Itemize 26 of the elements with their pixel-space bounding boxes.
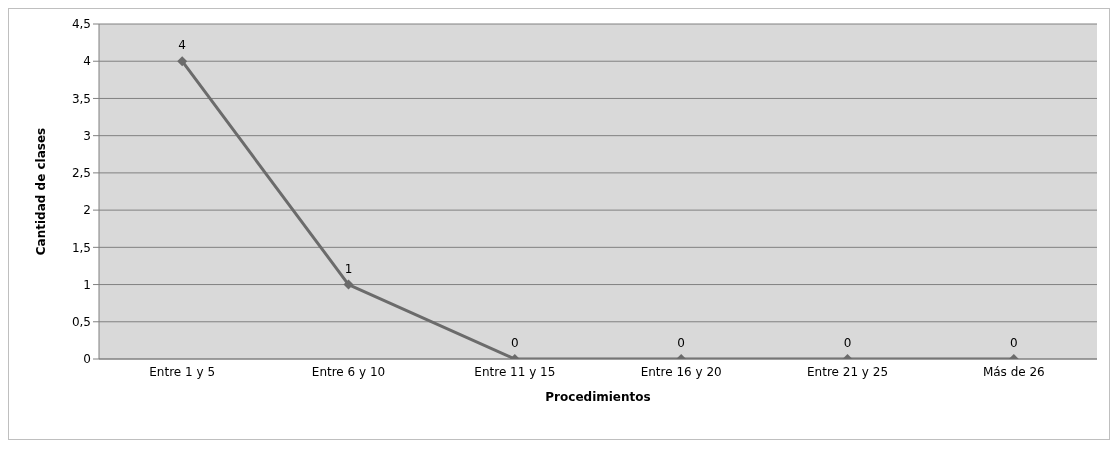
y-axis-title: Cantidad de clases bbox=[34, 127, 49, 256]
x-tick-label: Más de 26 bbox=[982, 364, 1045, 379]
data-label: 4 bbox=[178, 38, 186, 53]
y-tick-label: 1 bbox=[83, 277, 91, 292]
data-label: 0 bbox=[1010, 336, 1018, 350]
y-tick-label: 3,5 bbox=[71, 91, 91, 106]
data-label: 0 bbox=[843, 336, 852, 350]
y-tick-label: 0 bbox=[83, 352, 91, 367]
x-tick-label: Entre 21 y 25 bbox=[806, 364, 889, 379]
y-tick-label: 1,5 bbox=[71, 240, 91, 255]
y-tick-label: 4,5 bbox=[71, 17, 91, 32]
data-label: 1 bbox=[344, 261, 353, 276]
x-tick-label: Entre 11 y 15 bbox=[474, 364, 556, 379]
y-tick-label: 2,5 bbox=[71, 166, 91, 181]
data-label: 0 bbox=[511, 336, 519, 350]
x-tick-label: Entre 16 y 20 bbox=[640, 364, 722, 379]
data-label: 0 bbox=[677, 336, 685, 350]
x-tick-label: Entre 6 y 10 bbox=[311, 364, 386, 379]
point bbox=[177, 56, 188, 67]
y-tick-label: 2 bbox=[83, 203, 91, 218]
y-tick-label: 3 bbox=[83, 128, 91, 143]
point bbox=[343, 279, 354, 290]
y-tick-label: 4 bbox=[83, 54, 91, 69]
x-axis-title: Procedimientos bbox=[545, 390, 651, 404]
x-tick-label: Entre 1 y 5 bbox=[149, 364, 216, 379]
y-tick-label: 0,5 bbox=[71, 315, 91, 330]
